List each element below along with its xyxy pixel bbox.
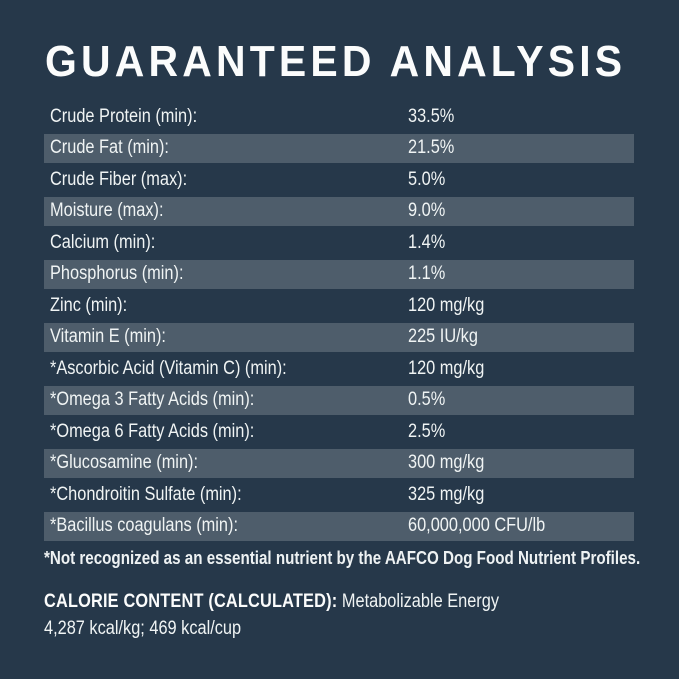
nutrient-value: 33.5% bbox=[408, 105, 455, 127]
nutrient-value: 21.5% bbox=[408, 137, 455, 158]
nutrient-value: 0.5% bbox=[408, 389, 446, 410]
analysis-table: Crude Protein (min): 33.5% Crude Fat (mi… bbox=[44, 102, 634, 541]
metabolizable-energy-label: Metabolizable Energy bbox=[341, 591, 500, 612]
table-row: Calcium (min): 1.4% bbox=[44, 228, 634, 257]
table-row: *Bacillus coagulans (min): 60,000,000 CF… bbox=[44, 511, 634, 541]
table-row: *Omega 6 Fatty Acids (min): 2.5% bbox=[44, 417, 634, 446]
aafco-footnote: *Not recognized as an essential nutrient… bbox=[44, 547, 641, 568]
nutrient-value: 60,000,000 CFU/lb bbox=[408, 515, 546, 536]
table-row: *Chondroitin Sulfate (min): 325 mg/kg bbox=[44, 480, 634, 509]
table-row: Vitamin E (min): 225 IU/kg bbox=[44, 322, 634, 352]
nutrient-value: 9.0% bbox=[408, 200, 446, 221]
nutrient-label: *Omega 3 Fatty Acids (min): bbox=[50, 389, 255, 410]
nutrient-label: Vitamin E (min): bbox=[50, 326, 166, 347]
nutrient-label: Zinc (min): bbox=[50, 294, 128, 316]
nutrient-label: Phosphorus (min): bbox=[50, 263, 184, 284]
nutrient-value: 1.4% bbox=[408, 231, 446, 253]
nutrient-value: 300 mg/kg bbox=[408, 452, 485, 473]
nutrient-value: 1.1% bbox=[408, 263, 446, 284]
nutrient-label: *Chondroitin Sulfate (min): bbox=[50, 483, 242, 505]
nutrient-label: Crude Fat (min): bbox=[50, 137, 169, 158]
nutrient-value: 225 IU/kg bbox=[408, 326, 478, 347]
table-row: *Omega 3 Fatty Acids (min): 0.5% bbox=[44, 385, 634, 415]
nutrient-label: Calcium (min): bbox=[50, 231, 156, 253]
table-row: Phosphorus (min): 1.1% bbox=[44, 259, 634, 289]
table-row: Moisture (max): 9.0% bbox=[44, 196, 634, 226]
nutrient-value: 120 mg/kg bbox=[408, 294, 485, 316]
nutrient-label: Crude Protein (min): bbox=[50, 105, 198, 127]
table-row: *Glucosamine (min): 300 mg/kg bbox=[44, 448, 634, 478]
table-row: Zinc (min): 120 mg/kg bbox=[44, 291, 634, 320]
nutrient-label: *Glucosamine (min): bbox=[50, 452, 199, 473]
nutrient-label: *Bacillus coagulans (min): bbox=[50, 515, 238, 536]
table-row: Crude Fat (min): 21.5% bbox=[44, 133, 634, 163]
page-title: GUARANTEED ANALYSIS bbox=[45, 37, 627, 86]
table-row: Crude Protein (min): 33.5% bbox=[44, 102, 634, 131]
table-row: Crude Fiber (max): 5.0% bbox=[44, 165, 634, 194]
nutrient-label: *Ascorbic Acid (Vitamin C) (min): bbox=[50, 357, 287, 379]
calorie-content-line: CALORIE CONTENT (CALCULATED): Metaboliza… bbox=[44, 591, 573, 613]
nutrient-value: 5.0% bbox=[408, 168, 446, 190]
nutrient-value: 120 mg/kg bbox=[408, 357, 485, 379]
nutrient-value: 325 mg/kg bbox=[408, 483, 485, 505]
nutrient-label: Crude Fiber (max): bbox=[50, 168, 188, 190]
nutrient-label: *Omega 6 Fatty Acids (min): bbox=[50, 420, 255, 442]
table-row: *Ascorbic Acid (Vitamin C) (min): 120 mg… bbox=[44, 354, 634, 383]
calorie-content-heading: CALORIE CONTENT (CALCULATED): bbox=[44, 591, 338, 612]
nutrient-label: Moisture (max): bbox=[50, 200, 164, 221]
nutrient-value: 2.5% bbox=[408, 420, 446, 442]
calorie-values: 4,287 kcal/kg; 469 kcal/cup bbox=[44, 618, 242, 639]
